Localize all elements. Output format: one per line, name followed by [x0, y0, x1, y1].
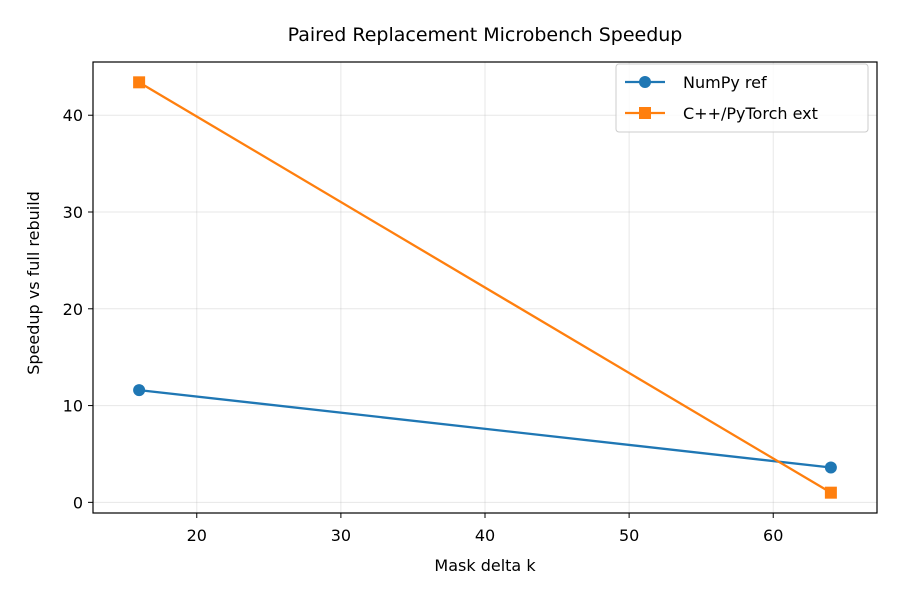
legend-marker-c-pytorch-ext [639, 107, 651, 119]
legend-label-cpp-pytorch-ext: C++/PyTorch ext [683, 104, 818, 123]
y-tick-label: 0 [73, 493, 83, 512]
y-tick-label: 30 [63, 203, 83, 222]
x-tick-label: 60 [763, 526, 783, 545]
x-tick-label: 40 [475, 526, 495, 545]
data-point-numpy-ref [824, 461, 837, 474]
data-point-numpy-ref [133, 384, 146, 397]
series-line-c-pytorch-ext [138, 81, 832, 494]
series-c-pytorch-ext [133, 76, 837, 499]
x-tick-label: 50 [619, 526, 639, 545]
y-tick-label: 20 [63, 300, 83, 319]
data-point-c-pytorch-ext [133, 76, 146, 89]
legend-box [615, 63, 869, 133]
x-tick-label: 20 [187, 526, 207, 545]
legend-marker-numpy-ref [639, 76, 651, 88]
legend: NumPy ref C++/PyTorch ext [615, 63, 869, 133]
chart-title: Paired Replacement Microbench Speedup [288, 24, 683, 46]
plot-frame [92, 61, 878, 514]
data-point-c-pytorch-ext [824, 486, 837, 499]
x-tick-label: 30 [331, 526, 351, 545]
axes: 20 30 40 50 60 0 10 20 30 40 [63, 61, 878, 545]
y-tick-label: 10 [63, 397, 83, 416]
y-tick-label: 40 [63, 106, 83, 125]
legend-label-numpy-ref: NumPy ref [683, 73, 767, 92]
y-axis-title: Speedup vs full rebuild [24, 191, 43, 375]
series-numpy-ref [133, 384, 837, 474]
series-line-numpy-ref [138, 388, 832, 469]
series-layer [133, 76, 837, 499]
x-axis-title: Mask delta k [434, 556, 536, 575]
